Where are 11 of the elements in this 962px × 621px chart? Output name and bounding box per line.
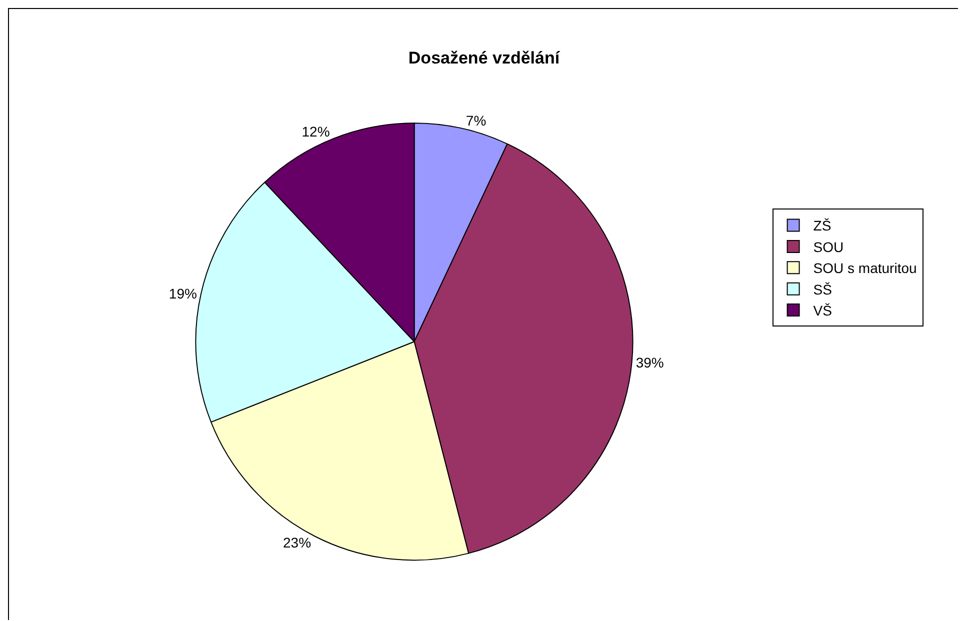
legend-label: SŠ [813, 281, 832, 298]
data-label: 12% [302, 124, 330, 140]
legend-label: SOU [813, 238, 844, 255]
data-label: 39% [636, 354, 664, 370]
legend-label: VŠ [813, 302, 832, 318]
legend-label: SOU s maturitou [813, 260, 917, 276]
data-label: 7% [466, 112, 486, 129]
legend-label: ZŠ [813, 218, 832, 234]
chart-title: Dosažené vzdělání [408, 48, 561, 68]
data-label: 19% [168, 286, 197, 302]
data-label: 23% [283, 534, 312, 551]
